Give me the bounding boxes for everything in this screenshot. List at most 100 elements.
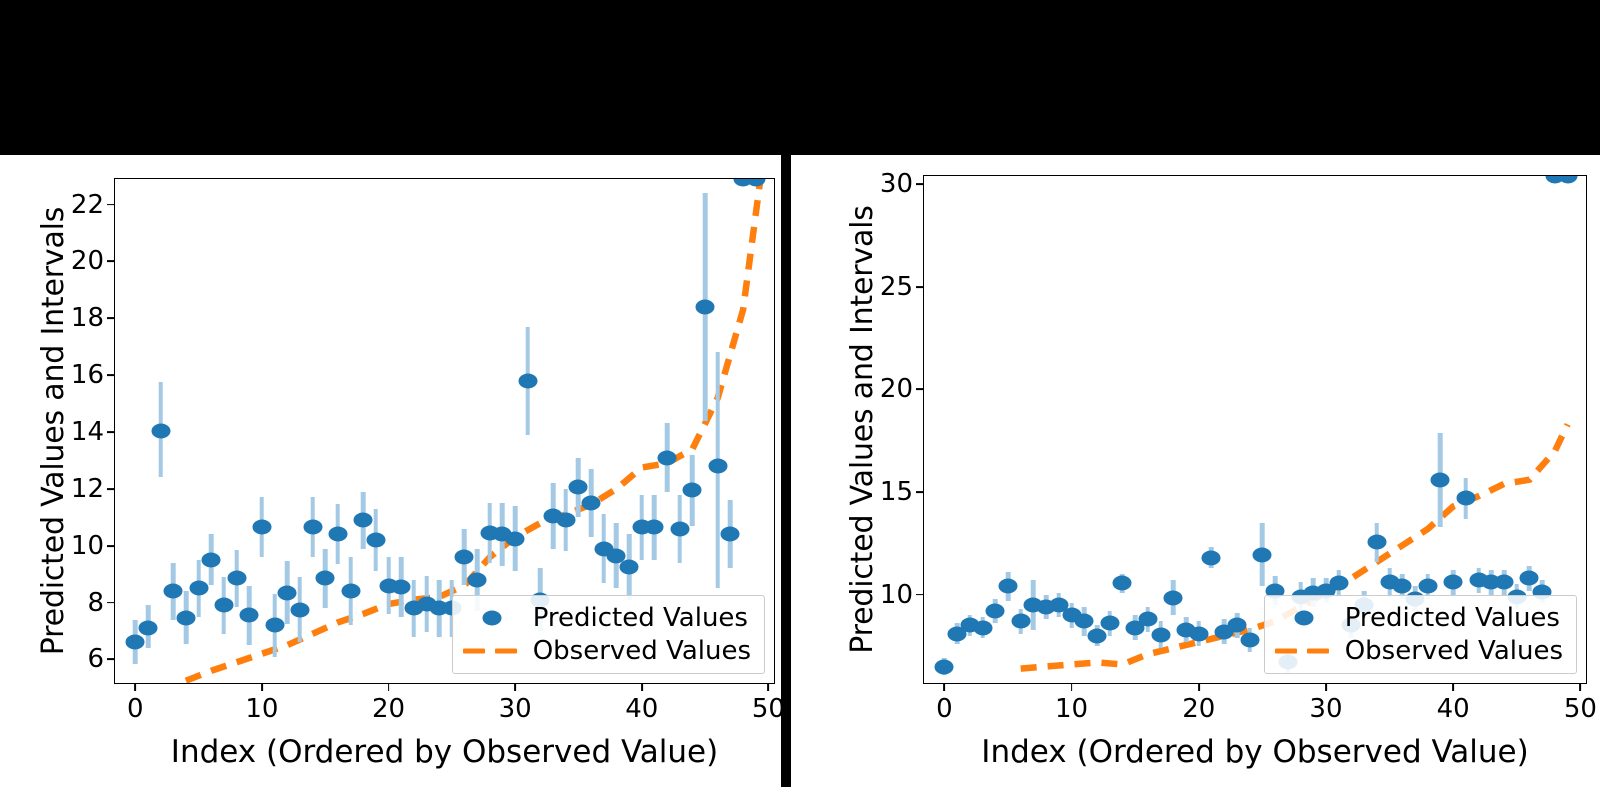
predicted-value-point[interactable]	[1151, 627, 1171, 643]
predicted-value-point[interactable]	[568, 479, 588, 495]
predicted-value-point[interactable]	[657, 450, 677, 466]
plot-area-right	[924, 176, 1586, 683]
y-tick-mark	[107, 260, 115, 263]
predicted-value-point[interactable]	[1138, 611, 1158, 627]
x-axis-label-right: Index (Ordered by Observed Value)	[981, 734, 1529, 770]
observed-dashed-line-icon	[1274, 640, 1333, 662]
x-tick-mark	[1197, 683, 1200, 691]
predicted-value-point[interactable]	[720, 526, 740, 542]
predicted-value-point[interactable]	[315, 570, 335, 586]
predicted-value-point[interactable]	[733, 179, 753, 187]
legend-left[interactable]: Predicted Values Observed Values	[451, 595, 765, 674]
legend-label-predicted: Predicted Values	[532, 603, 748, 633]
predicted-value-point[interactable]	[581, 495, 601, 511]
predicted-value-point[interactable]	[1112, 575, 1132, 591]
y-tick-mark	[107, 431, 115, 433]
predicted-value-point[interactable]	[214, 597, 234, 613]
predicted-value-point[interactable]	[125, 634, 145, 650]
predicted-value-point[interactable]	[391, 579, 411, 595]
y-tick-mark	[107, 601, 115, 604]
predicted-value-point[interactable]	[227, 570, 247, 586]
predicted-value-point[interactable]	[746, 179, 766, 187]
predicted-value-point[interactable]	[1163, 590, 1183, 606]
predicted-value-point[interactable]	[505, 531, 525, 547]
y-tick-label: 10	[879, 579, 913, 610]
predicted-value-point[interactable]	[176, 610, 196, 626]
predicted-value-point[interactable]	[1519, 570, 1539, 586]
y-tick-label: 25	[879, 271, 913, 302]
predicted-value-point[interactable]	[1392, 578, 1412, 594]
predicted-value-point[interactable]	[695, 299, 715, 315]
predicted-value-point[interactable]	[1265, 583, 1285, 599]
predicted-value-point[interactable]	[644, 519, 664, 535]
x-tick-mark	[134, 683, 137, 691]
y-tick-mark	[916, 285, 924, 288]
predicted-value-point[interactable]	[163, 583, 183, 599]
predicted-value-point[interactable]	[1443, 574, 1463, 590]
x-tick-mark	[767, 683, 770, 691]
predicted-value-point[interactable]	[1494, 574, 1514, 590]
predicted-value-point[interactable]	[277, 585, 297, 601]
predicted-value-point[interactable]	[201, 552, 221, 568]
predicted-value-point[interactable]	[252, 519, 272, 535]
predicted-value-point[interactable]	[290, 602, 310, 618]
predicted-value-point[interactable]	[1240, 632, 1260, 648]
predicted-value-point[interactable]	[303, 519, 323, 535]
predicted-value-point[interactable]	[556, 512, 576, 528]
predicted-value-point[interactable]	[985, 603, 1005, 619]
predicted-value-point[interactable]	[454, 549, 474, 565]
predicted-value-point[interactable]	[973, 620, 992, 636]
predicted-value-point[interactable]	[138, 620, 158, 636]
legend-entry-predicted: Predicted Values	[1275, 603, 1563, 633]
predicted-value-point[interactable]	[1201, 550, 1221, 566]
y-tick-label: 8	[87, 587, 104, 618]
predicted-value-point[interactable]	[1227, 617, 1247, 633]
predicted-value-point[interactable]	[1456, 490, 1476, 506]
predicted-value-point[interactable]	[1049, 597, 1069, 613]
predicted-value-point[interactable]	[1558, 176, 1578, 184]
predicted-marker-icon	[463, 607, 521, 629]
predicted-value-point[interactable]	[341, 583, 361, 599]
predicted-value-point[interactable]	[1011, 613, 1031, 629]
predicted-value-point[interactable]	[708, 458, 728, 474]
y-tick-mark	[107, 658, 115, 661]
predicted-value-point[interactable]	[1545, 176, 1565, 184]
x-tick-label: 0	[126, 694, 144, 724]
predicted-value-point[interactable]	[1430, 472, 1450, 488]
predicted-value-point[interactable]	[189, 580, 209, 596]
x-tick-mark	[387, 683, 390, 691]
predicted-value-point[interactable]	[998, 578, 1018, 594]
predicted-value-point[interactable]	[328, 526, 348, 542]
predicted-value-point[interactable]	[151, 423, 171, 439]
predicted-value-point[interactable]	[1074, 613, 1094, 629]
x-tick-label: 50	[1563, 694, 1597, 724]
y-tick-mark	[107, 487, 115, 490]
predicted-value-point[interactable]	[239, 607, 259, 623]
predicted-value-point[interactable]	[353, 512, 373, 528]
predicted-value-point[interactable]	[1100, 615, 1120, 631]
predicted-value-point[interactable]	[606, 548, 626, 564]
legend-right[interactable]: Predicted Values Observed Values	[1263, 595, 1577, 674]
predicted-value-point[interactable]	[1087, 628, 1107, 644]
y-tick-mark	[107, 317, 115, 320]
predicted-value-point[interactable]	[1418, 578, 1438, 594]
predicted-value-point[interactable]	[366, 532, 386, 548]
predicted-value-point[interactable]	[1189, 626, 1209, 642]
predicted-value-point[interactable]	[670, 521, 690, 537]
predicted-value-point[interactable]	[682, 482, 702, 498]
x-tick-label: 40	[1436, 694, 1470, 724]
predicted-value-point[interactable]	[518, 373, 538, 389]
predicted-value-point[interactable]	[1252, 547, 1272, 563]
predicted-value-point[interactable]	[1367, 534, 1387, 550]
predicted-value-point[interactable]	[265, 617, 285, 633]
y-tick-mark	[916, 388, 924, 391]
y-tick-label: 6	[87, 644, 104, 675]
predicted-value-point[interactable]	[934, 659, 954, 675]
predicted-value-point[interactable]	[619, 559, 639, 575]
predicted-value-point[interactable]	[467, 572, 487, 588]
legend-entry-observed: Observed Values	[462, 636, 751, 666]
x-tick-label: 10	[1055, 694, 1089, 724]
y-tick-label: 22	[70, 189, 104, 220]
predicted-value-point[interactable]	[1329, 575, 1349, 591]
